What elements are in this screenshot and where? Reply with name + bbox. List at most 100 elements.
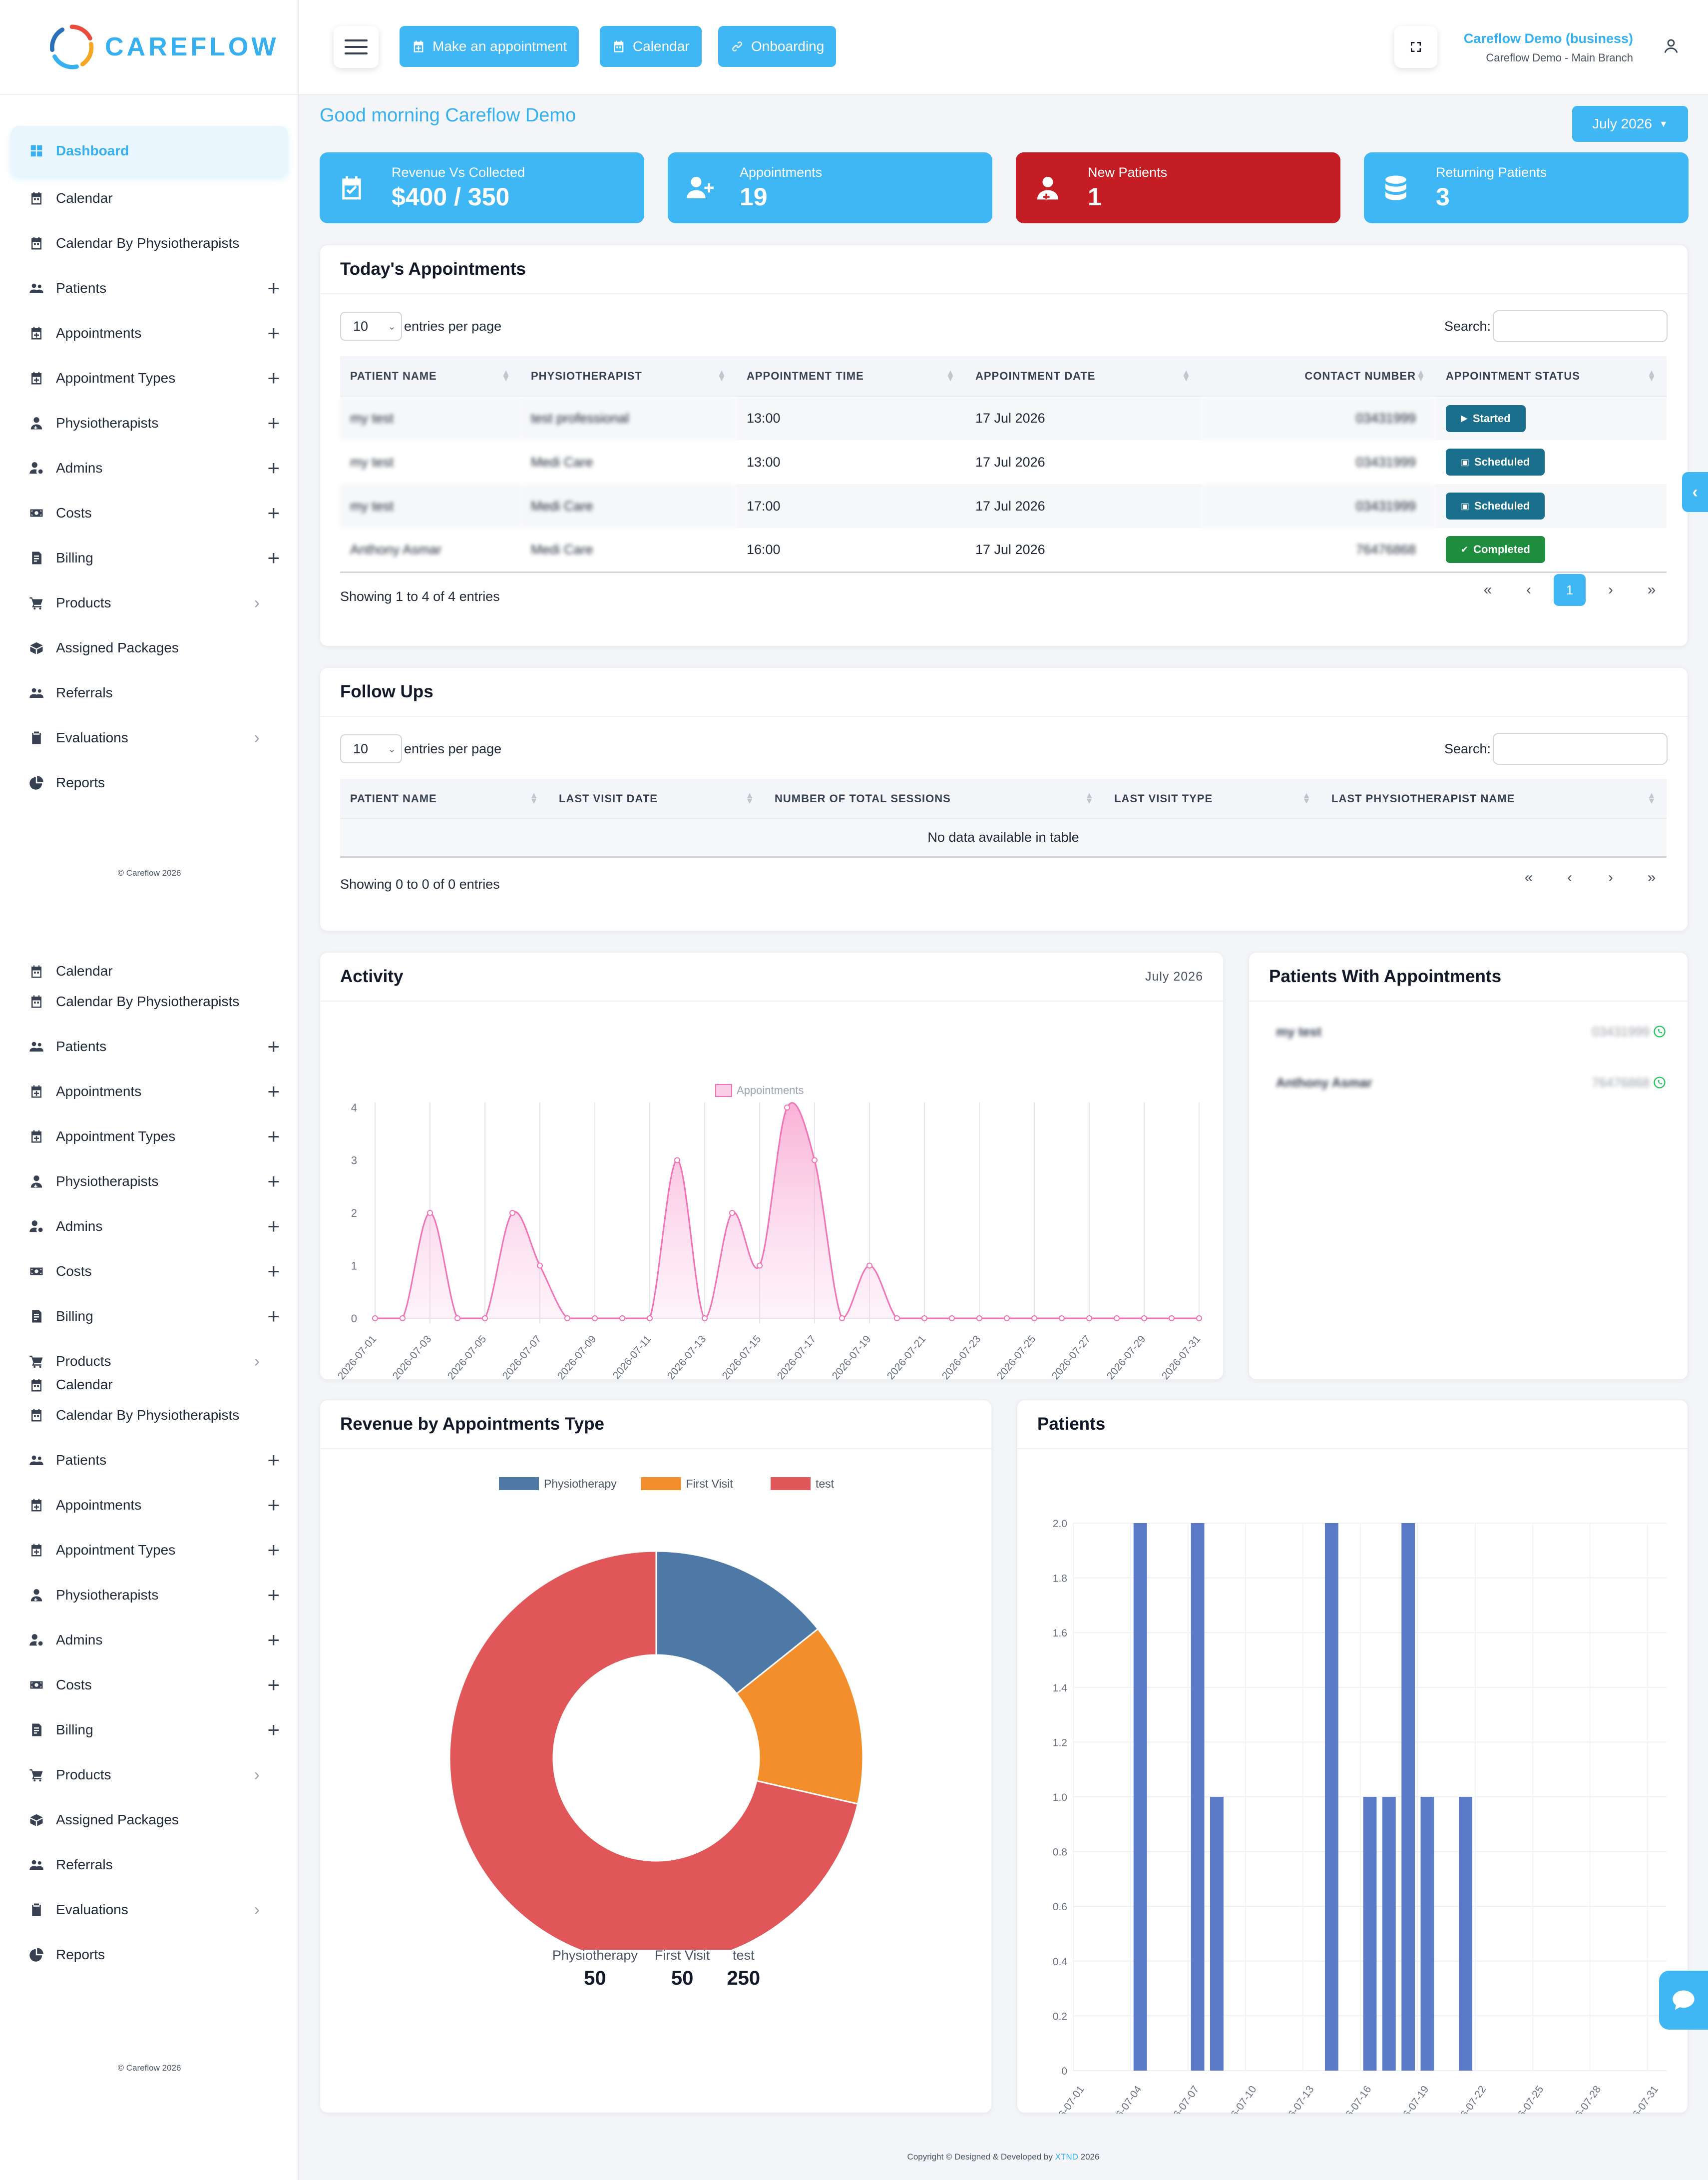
page-nav-button[interactable]: » bbox=[1647, 869, 1656, 886]
whatsapp-icon[interactable] bbox=[1653, 1025, 1667, 1039]
month-selector[interactable]: July 2026 ▼ bbox=[1572, 106, 1688, 142]
sidebar-item-admins[interactable]: Admins + bbox=[0, 1204, 298, 1249]
calendar-button[interactable]: Calendar bbox=[600, 26, 702, 67]
sidebar-item-assigned-packages[interactable]: Assigned Packages bbox=[0, 625, 298, 670]
plus-icon[interactable]: + bbox=[267, 321, 280, 345]
sidebar-item-appointments[interactable]: Appointments + bbox=[0, 1483, 298, 1528]
footer-link[interactable]: XTND bbox=[1055, 2152, 1078, 2162]
status-badge[interactable]: ▣ Scheduled bbox=[1446, 449, 1545, 476]
page-nav-button[interactable]: › bbox=[1608, 869, 1613, 886]
sidebar-item-costs[interactable]: Costs + bbox=[0, 1662, 298, 1707]
page-nav-button[interactable]: « bbox=[1524, 869, 1533, 886]
sidebar-item-dashboard[interactable]: Dashboard bbox=[11, 126, 288, 176]
sidebar-item-calendar-physio[interactable]: Calendar By Physiotherapists bbox=[0, 979, 298, 1024]
page-button-current[interactable]: 1 bbox=[1554, 574, 1586, 606]
plus-icon[interactable]: + bbox=[267, 1214, 280, 1238]
user-icon[interactable] bbox=[1662, 37, 1680, 55]
plus-icon[interactable]: + bbox=[267, 1080, 280, 1103]
plus-icon[interactable]: + bbox=[267, 1304, 280, 1328]
page-nav-button[interactable]: › bbox=[1608, 581, 1613, 598]
sidebar-item-evaluations[interactable]: Evaluations › bbox=[0, 1887, 298, 1932]
column-header[interactable]: LAST VISIT TYPE ▲ ▼ bbox=[1104, 779, 1321, 819]
list-item[interactable]: my test 03431999 bbox=[1276, 1017, 1667, 1047]
user-menu[interactable]: Careflow Demo (business) Careflow Demo -… bbox=[1464, 31, 1633, 64]
sidebar-item-billing[interactable]: Billing + bbox=[0, 536, 298, 580]
plus-icon[interactable]: + bbox=[267, 1628, 280, 1651]
sidebar-item-billing[interactable]: Billing + bbox=[0, 1294, 298, 1339]
sidebar-item-appointments[interactable]: Appointments + bbox=[0, 1069, 298, 1114]
plus-icon[interactable]: + bbox=[267, 1448, 280, 1472]
sidebar-item-physiotherapists[interactable]: Physiotherapists + bbox=[0, 1159, 298, 1204]
entries-select[interactable]: 10 ⌄ bbox=[340, 734, 402, 763]
sidebar-item-calendar[interactable]: Calendar bbox=[0, 1373, 298, 1393]
sidebar-item-calendar[interactable]: Calendar bbox=[0, 176, 298, 221]
sidebar-item-appointment-types[interactable]: Appointment Types + bbox=[0, 1114, 298, 1159]
column-header[interactable]: PATIENT NAME ▲ ▼ bbox=[340, 356, 521, 397]
sidebar-item-assigned-packages[interactable]: Assigned Packages bbox=[0, 1797, 298, 1842]
table-row[interactable]: my test test professional 13:00 17 Jul 2026… bbox=[340, 396, 1667, 440]
entries-select[interactable]: 10 ⌄ bbox=[340, 312, 402, 341]
table-row[interactable]: my test Medi Care 17:00 17 Jul 2026 03431999… bbox=[340, 484, 1667, 528]
table-row[interactable]: Anthony Asmar Medi Care 16:00 17 Jul 2026 76… bbox=[340, 528, 1667, 573]
sidebar-item-appointment-types[interactable]: Appointment Types + bbox=[0, 1528, 298, 1573]
plus-icon[interactable]: + bbox=[267, 1035, 280, 1058]
sidebar-item-admins[interactable]: Admins + bbox=[0, 446, 298, 491]
plus-icon[interactable]: + bbox=[267, 1259, 280, 1283]
fullscreen-button[interactable] bbox=[1394, 26, 1437, 68]
sidebar-item-reports[interactable]: Reports bbox=[0, 760, 298, 805]
plus-icon[interactable]: + bbox=[267, 411, 280, 435]
plus-icon[interactable]: + bbox=[267, 1538, 280, 1562]
plus-icon[interactable]: + bbox=[267, 456, 280, 480]
sidebar-item-referrals[interactable]: Referrals bbox=[0, 670, 298, 715]
side-panel-toggle[interactable]: ‹ bbox=[1682, 472, 1708, 512]
search-input[interactable] bbox=[1493, 310, 1668, 342]
make-appointment-button[interactable]: Make an appointment bbox=[400, 26, 579, 67]
plus-icon[interactable]: + bbox=[267, 366, 280, 390]
sidebar-item-evaluations[interactable]: Evaluations › bbox=[0, 715, 298, 760]
sidebar-item-patients[interactable]: Patients + bbox=[0, 1024, 298, 1069]
plus-icon[interactable]: + bbox=[267, 1493, 280, 1517]
menu-toggle-button[interactable] bbox=[334, 26, 379, 68]
plus-icon[interactable]: + bbox=[267, 546, 280, 569]
page-nav-button[interactable]: « bbox=[1483, 581, 1492, 598]
whatsapp-icon[interactable] bbox=[1653, 1076, 1667, 1090]
sidebar-item-products[interactable]: Products › bbox=[0, 1752, 298, 1797]
sidebar-item-reports[interactable]: Reports bbox=[0, 1932, 298, 1977]
sidebar-item-physiotherapists[interactable]: Physiotherapists + bbox=[0, 401, 298, 446]
sidebar-item-appointments[interactable]: Appointments + bbox=[0, 311, 298, 356]
column-header[interactable]: APPOINTMENT STATUS ▲ ▼ bbox=[1436, 356, 1667, 397]
plus-icon[interactable]: + bbox=[267, 1718, 280, 1741]
page-nav-button[interactable]: » bbox=[1647, 581, 1656, 598]
status-badge[interactable]: ✔ Completed bbox=[1446, 536, 1545, 563]
column-header[interactable]: APPOINTMENT TIME ▲ ▼ bbox=[737, 356, 965, 397]
column-header[interactable]: LAST PHYSIOTHERAPIST NAME ▲ ▼ bbox=[1321, 779, 1667, 819]
column-header[interactable]: LAST VISIT DATE ▲ ▼ bbox=[549, 779, 765, 819]
sidebar-item-patients[interactable]: Patients + bbox=[0, 266, 298, 311]
plus-icon[interactable]: + bbox=[267, 1583, 280, 1607]
status-badge[interactable]: ▣ Scheduled bbox=[1446, 493, 1545, 520]
sidebar-item-calendar[interactable]: Calendar bbox=[0, 959, 298, 979]
page-nav-button[interactable]: ‹ bbox=[1526, 581, 1531, 598]
sidebar-item-admins[interactable]: Admins + bbox=[0, 1618, 298, 1662]
table-row[interactable]: my test Medi Care 13:00 17 Jul 2026 03431999… bbox=[340, 440, 1667, 484]
column-header[interactable]: NUMBER OF TOTAL SESSIONS ▲ ▼ bbox=[765, 779, 1104, 819]
column-header[interactable]: CONTACT NUMBER ▲ ▼ bbox=[1201, 356, 1436, 397]
sidebar-item-products[interactable]: Products › bbox=[0, 580, 298, 625]
sidebar-item-costs[interactable]: Costs + bbox=[0, 491, 298, 536]
search-input[interactable] bbox=[1493, 733, 1668, 765]
onboarding-button[interactable]: Onboarding bbox=[718, 26, 837, 67]
brand[interactable]: CAREFLOW bbox=[0, 0, 298, 95]
sidebar-item-appointment-types[interactable]: Appointment Types + bbox=[0, 356, 298, 401]
sidebar-item-patients[interactable]: Patients + bbox=[0, 1438, 298, 1483]
chat-button[interactable] bbox=[1659, 1971, 1708, 2030]
column-header[interactable]: PHYSIOTHERAPIST ▲ ▼ bbox=[521, 356, 737, 397]
page-nav-button[interactable]: ‹ bbox=[1567, 869, 1572, 886]
sidebar-item-billing[interactable]: Billing + bbox=[0, 1707, 298, 1752]
plus-icon[interactable]: + bbox=[267, 1169, 280, 1193]
plus-icon[interactable]: + bbox=[267, 1673, 280, 1696]
plus-icon[interactable]: + bbox=[267, 1124, 280, 1148]
plus-icon[interactable]: + bbox=[267, 501, 280, 525]
sidebar-item-calendar-physio[interactable]: Calendar By Physiotherapists bbox=[0, 221, 298, 266]
status-badge[interactable]: ▶ Started bbox=[1446, 405, 1526, 432]
column-header[interactable]: PATIENT NAME ▲ ▼ bbox=[340, 779, 549, 819]
